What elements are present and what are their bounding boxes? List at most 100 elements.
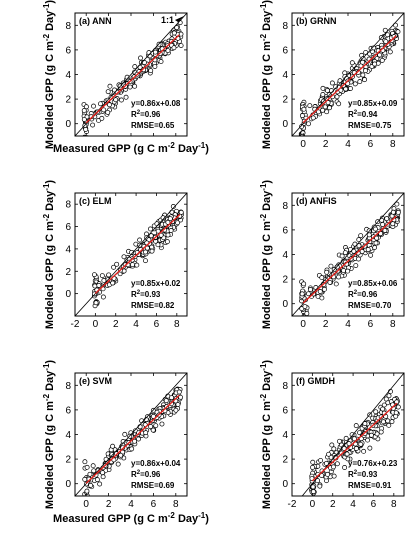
scatter-point xyxy=(301,281,307,287)
scatter-point xyxy=(327,279,333,285)
scatter-point xyxy=(325,100,331,106)
scatter-point xyxy=(132,64,138,70)
scatter-point xyxy=(136,436,141,442)
scatter-point xyxy=(107,83,113,89)
scatter-point xyxy=(357,79,363,85)
scatter-point xyxy=(373,409,379,415)
scatter-point xyxy=(111,264,117,270)
scatter-point xyxy=(99,273,105,279)
scatter-point xyxy=(351,248,357,254)
scatter-point xyxy=(349,432,355,438)
scatter-point xyxy=(360,72,366,78)
scatter-point xyxy=(299,124,305,130)
scatter-point xyxy=(168,228,174,233)
x-tick-label: 6 xyxy=(151,499,157,510)
regression-line xyxy=(94,214,181,294)
scatter-point xyxy=(176,389,182,395)
panel-title: (b) GRNN xyxy=(296,16,337,26)
y-tick-label: 2 xyxy=(65,95,71,106)
scatter-point xyxy=(132,438,138,444)
y-tick-label: 6 xyxy=(65,405,71,416)
scatter-point xyxy=(98,101,103,107)
scatter-point xyxy=(331,446,337,452)
scatter-point xyxy=(331,473,337,479)
scatter-point xyxy=(333,281,339,287)
scatter-point xyxy=(171,45,177,51)
x-tick-label: 4 xyxy=(350,499,356,510)
scatter-point xyxy=(105,89,111,95)
panel-5: 0 2 4 6 8 0 2 4 6 8 (e) SVM y=0.86x+0.04 R2=0.96 RMSE… xyxy=(42,360,209,525)
scatter-point xyxy=(389,419,395,425)
scatter-point xyxy=(123,94,129,100)
scatter-point xyxy=(358,441,364,447)
r-squared: R2=0.96 xyxy=(348,290,378,299)
scatter-point xyxy=(148,424,154,429)
scatter-point xyxy=(121,254,127,260)
scatter-point xyxy=(130,262,135,268)
scatter-point xyxy=(372,61,378,67)
rmse-value: RMSE=0.91 xyxy=(348,481,392,490)
y-tick-label: 2 xyxy=(65,455,71,466)
scatter-point xyxy=(302,304,308,309)
panel-4: 0 2 4 6 8 0 2 4 6 8 (d) ANFIS y=0.85x+0.06 R2=0.96 RM… xyxy=(259,180,405,330)
scatter-point xyxy=(101,277,107,283)
scatter-point xyxy=(356,243,362,249)
rmse-value: RMSE=0.70 xyxy=(348,301,392,310)
y-tick-label: 4 xyxy=(65,430,71,441)
scatter-point xyxy=(341,268,347,273)
scatter-point xyxy=(114,261,120,267)
scatter-point xyxy=(127,84,133,90)
panel-2: 0 2 4 6 8 0 2 4 6 8 (b) GRNN y=0.85x+0.09 R2=0.94 RMS… xyxy=(259,0,405,150)
scatter-point xyxy=(386,422,392,428)
scatter-point xyxy=(118,97,124,103)
y-tick-label: 6 xyxy=(282,45,288,56)
scatter-point xyxy=(328,263,334,269)
scatter-point xyxy=(174,25,180,31)
scatter-point xyxy=(90,122,96,128)
scatter-point xyxy=(132,83,138,89)
scatter-point xyxy=(326,451,332,457)
scatter-point xyxy=(107,102,112,108)
x-tick-label: 0 xyxy=(300,139,306,150)
y-tick-label: 8 xyxy=(282,21,288,32)
scatter-point xyxy=(91,468,97,474)
scatter-point xyxy=(310,464,316,470)
y-tick-label: 4 xyxy=(282,430,288,441)
x-tick-label: 2 xyxy=(330,499,336,510)
scatter-point xyxy=(317,289,323,294)
scatter-point xyxy=(173,407,179,413)
scatter-point xyxy=(159,421,165,427)
scatter-point xyxy=(346,441,352,447)
scatter-point xyxy=(146,50,152,56)
x-tick-label: 0 xyxy=(300,319,306,330)
scatter-point xyxy=(97,481,103,487)
regression-equation: y=0.85x+0.09 xyxy=(348,99,398,108)
scatter-point xyxy=(383,396,389,402)
scatter-point xyxy=(91,272,97,278)
x-tick-label: 6 xyxy=(371,499,377,510)
scatter-points xyxy=(309,388,401,496)
scatter-point xyxy=(393,410,399,416)
x-tick-label: 2 xyxy=(323,319,329,330)
y-tick-label: 6 xyxy=(65,222,71,233)
scatter-point xyxy=(382,228,388,233)
scatter-point xyxy=(148,68,154,74)
regression-equation: y=0.76x+0.23 xyxy=(348,459,398,468)
axes-frame xyxy=(74,192,188,317)
scatter-point xyxy=(382,27,388,33)
one-to-one-line xyxy=(75,193,187,316)
scatter-point xyxy=(316,109,321,115)
scatter-point xyxy=(324,109,330,115)
scatter-point xyxy=(347,86,353,91)
scatter-point xyxy=(163,398,169,404)
scatter-point xyxy=(363,68,368,74)
scatter-point xyxy=(374,431,380,437)
scatter-point xyxy=(333,84,339,90)
scatter-point xyxy=(395,209,401,215)
scatter-point xyxy=(299,113,305,119)
scatter-point xyxy=(374,235,380,241)
panel-title: (f) GMDH xyxy=(296,376,335,386)
scatter-point xyxy=(115,461,121,467)
scatter-point xyxy=(165,48,171,54)
